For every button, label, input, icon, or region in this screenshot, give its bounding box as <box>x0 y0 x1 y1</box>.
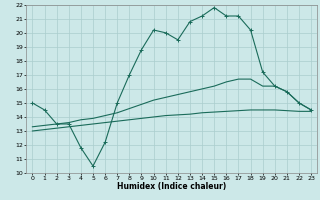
X-axis label: Humidex (Indice chaleur): Humidex (Indice chaleur) <box>117 182 227 191</box>
